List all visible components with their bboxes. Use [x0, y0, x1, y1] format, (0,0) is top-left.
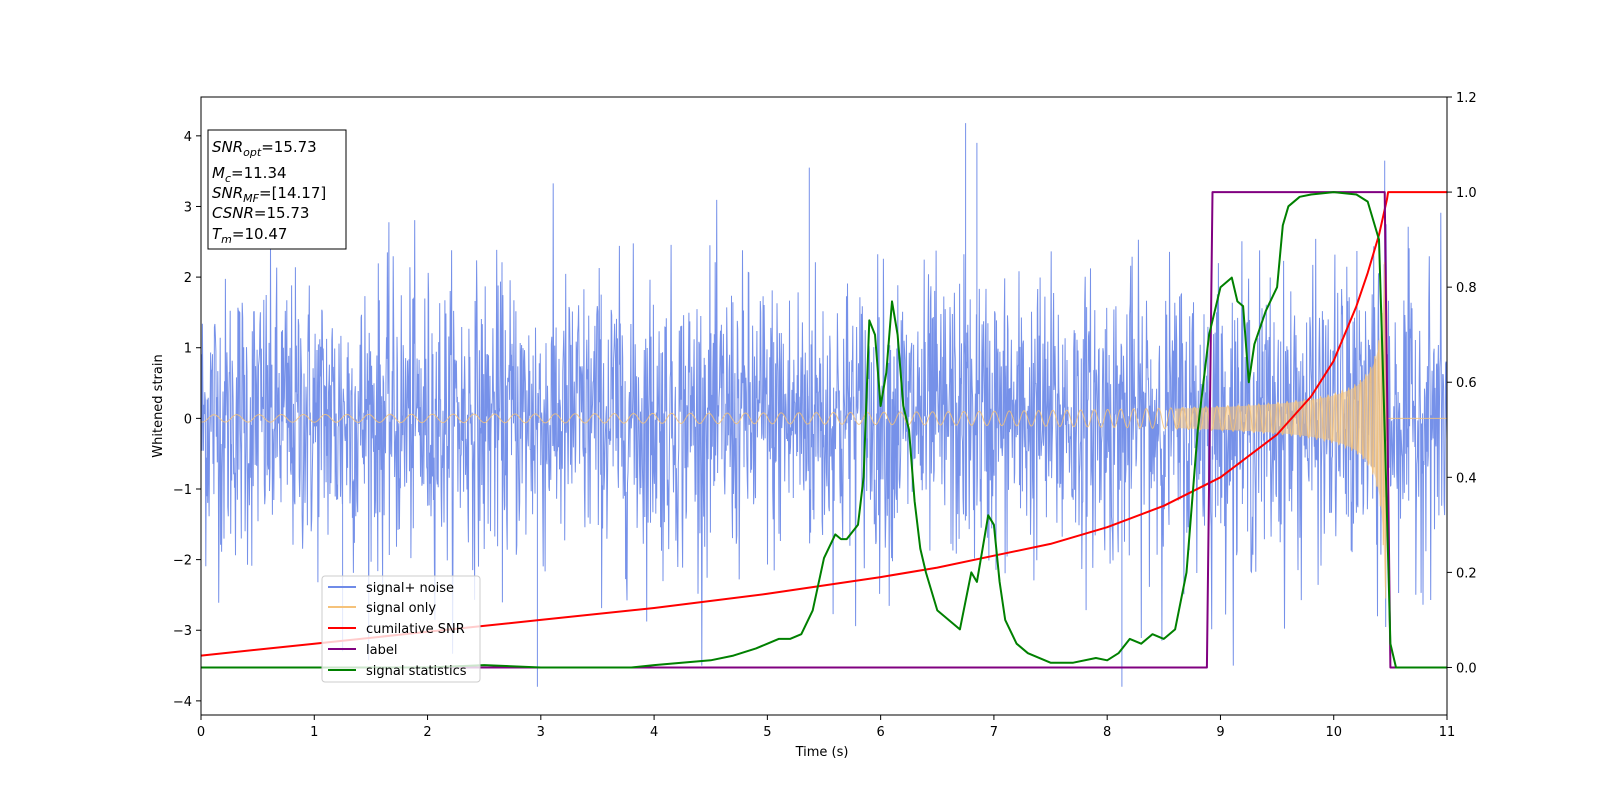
y-tick-label: −2 — [173, 554, 192, 569]
x-tick-label: 1 — [310, 725, 318, 740]
legend-label: cumilative SNR — [366, 622, 465, 637]
y2-tick-label: 0.2 — [1456, 566, 1477, 581]
annotation-line: CSNR=15.73 — [212, 204, 309, 222]
legend-label: signal statistics — [366, 664, 467, 679]
x-axis-ticks: 0 1 2 3 4 5 6 7 8 9 10 11 — [197, 715, 1455, 740]
annotation-line: Tm=10.47 — [212, 225, 287, 246]
y-tick-label: 4 — [184, 130, 192, 145]
y-tick-label: −3 — [173, 624, 192, 639]
x-tick-label: 2 — [423, 725, 431, 740]
x-tick-label: 4 — [650, 725, 658, 740]
y-axis-ticks: −4 −3 −2 −1 0 1 2 3 4 — [173, 130, 201, 710]
y2-axis-ticks: 0.0 0.2 0.4 0.6 0.8 1.0 1.2 — [1447, 91, 1477, 676]
y2-tick-label: 0.6 — [1456, 376, 1477, 391]
x-tick-label: 10 — [1325, 725, 1342, 740]
plot-frame — [200, 96, 1448, 716]
signal-only-layer — [201, 249, 1447, 599]
legend-label: signal only — [366, 601, 436, 616]
legend-label: label — [366, 643, 397, 658]
x-tick-label: 9 — [1216, 725, 1224, 740]
series-cumilative-snr — [201, 191, 1447, 657]
y2-tick-label: 0.0 — [1456, 661, 1477, 676]
x-tick-label: 8 — [1103, 725, 1111, 740]
y-tick-label: −1 — [173, 483, 192, 498]
y-tick-label: 1 — [184, 342, 192, 357]
y-tick-label: 0 — [184, 412, 192, 427]
series-signal-statistics — [201, 191, 1447, 669]
plot-area — [201, 123, 1447, 687]
y2-tick-label: 1.0 — [1456, 186, 1477, 201]
signal-only-envelope — [1175, 249, 1387, 588]
series-layer — [201, 191, 1447, 669]
annotation-line: SNRopt=15.73 — [212, 138, 317, 159]
y2-tick-label: 0.4 — [1456, 471, 1477, 486]
y-axis-label: Whitened strain — [151, 354, 166, 457]
annotation-frame — [207, 129, 347, 250]
annotation-line: Mc=11.34 — [212, 164, 287, 185]
x-tick-label: 7 — [990, 725, 998, 740]
annotation-line: SNRMF=[14.17] — [212, 184, 326, 205]
y-tick-label: 3 — [184, 200, 192, 215]
y2-tick-label: 1.2 — [1456, 91, 1477, 106]
x-tick-label: 11 — [1439, 725, 1456, 740]
y2-tick-label: 0.8 — [1456, 281, 1477, 296]
x-tick-label: 5 — [763, 725, 771, 740]
x-tick-label: 6 — [876, 725, 884, 740]
x-axis-label: Time (s) — [795, 745, 849, 760]
legend-label: signal+ noise — [366, 581, 454, 596]
legend-frame — [321, 575, 481, 683]
y-tick-label: 2 — [184, 271, 192, 286]
x-tick-label: 0 — [197, 725, 205, 740]
annotation-box: SNRopt=15.73 Mc=11.34 SNRMF=[14.17] CSNR… — [207, 129, 347, 250]
legend: signal+ noise signal only cumilative SNR… — [321, 575, 481, 683]
x-tick-label: 3 — [537, 725, 545, 740]
y-tick-label: −4 — [173, 695, 192, 710]
